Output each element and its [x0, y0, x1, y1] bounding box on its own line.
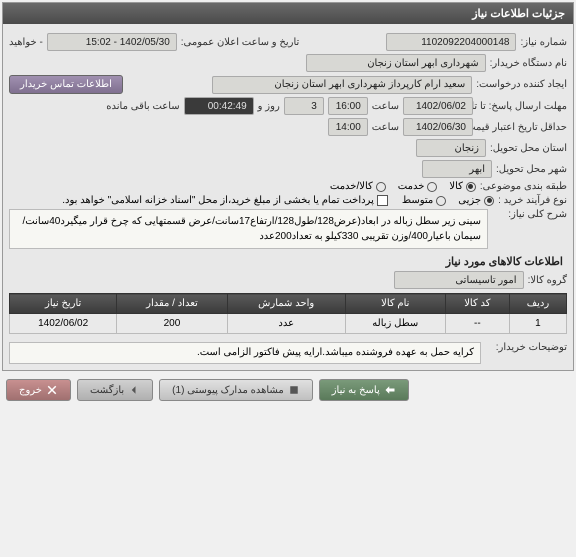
col-date: تاریخ نیاز: [10, 294, 117, 314]
table-row[interactable]: 1 -- سطل زباله عدد 200 1402/06/02: [10, 314, 567, 334]
requester-label: ایجاد کننده درخواست:: [476, 79, 567, 90]
validity-label: حداقل تاریخ اعتبار قیمت: تا تاریخ:: [477, 122, 567, 133]
exit-icon: [46, 384, 58, 396]
general-title-box: سینی زیر سطل زباله در ابعاد(عرض128/طول12…: [9, 209, 488, 249]
exit-button-label: خروج: [19, 385, 42, 396]
purchase-type-label: نوع فرآیند خرید :: [498, 195, 567, 206]
row-deadline: مهلت ارسال پاسخ: تا تاریخ: 1402/06/02 سا…: [9, 97, 567, 115]
row-buyer-note: توضیحات خریدار: کرایه حمل به عهده فروشند…: [9, 342, 567, 364]
cell-code: --: [445, 314, 509, 334]
cell-unit: عدد: [227, 314, 345, 334]
reply-button[interactable]: پاسخ به نیاز: [319, 379, 409, 401]
datetime-label: تاریخ و ساعت اعلان عمومی:: [181, 37, 300, 48]
radio-goods-label: کالا: [449, 181, 463, 192]
days-field: 3: [284, 97, 324, 115]
checkbox-icon: [377, 195, 388, 206]
row-group: گروه کالا: امور تاسیساتی: [9, 271, 567, 289]
group-label: گروه کالا:: [528, 275, 567, 286]
reply-icon: [384, 384, 396, 396]
requester-field: سعید ارام کارپرداز شهرداری ابهر استان زن…: [212, 76, 472, 94]
reply-button-label: پاسخ به نیاز: [332, 385, 380, 396]
cell-name: سطل زباله: [345, 314, 445, 334]
radio-service-label: خدمت: [398, 181, 425, 192]
col-row: ردیف: [509, 294, 566, 314]
radio-dot-icon: [436, 196, 446, 206]
row-buyer: نام دستگاه خریدار: شهرداری ابهر استان زن…: [9, 54, 567, 72]
row-validity: حداقل تاریخ اعتبار قیمت: تا تاریخ: 1402/…: [9, 118, 567, 136]
radio-service[interactable]: خدمت: [398, 181, 438, 192]
validity-time-label: ساعت: [372, 122, 399, 133]
radio-dot-icon: [466, 182, 476, 192]
group-field: امور تاسیساتی: [394, 271, 524, 289]
need-number-label: شماره نیاز:: [520, 37, 567, 48]
city-label: شهر محل تحویل:: [496, 164, 567, 175]
deadline-time-label: ساعت: [372, 101, 399, 112]
radio-medium[interactable]: متوسط: [402, 195, 446, 206]
deadline-date-field: 1402/06/02: [403, 97, 473, 115]
buyer-note-box: کرایه حمل به عهده فروشنده میباشد.ارایه پ…: [9, 342, 481, 364]
contact-buyer-button[interactable]: اطلاعات تماس خریدار: [9, 75, 123, 94]
validity-date-field: 1402/06/30: [403, 118, 473, 136]
panel-title: جزئیات اطلاعات نیاز: [3, 3, 573, 24]
cell-date: 1402/06/02: [10, 314, 117, 334]
panel-body: شماره نیاز: 1102092204000148 تاریخ و ساع…: [3, 24, 573, 370]
city-field: ابهر: [422, 160, 492, 178]
row-category: طبقه بندی موضوعی: کالا خدمت کالا/خدمت: [9, 181, 567, 192]
category-radio-group: کالا خدمت کالا/خدمت: [330, 181, 476, 192]
row-city: شهر محل تحویل: ابهر: [9, 160, 567, 178]
items-section-title: اطلاعات کالاهای مورد نیاز: [13, 255, 563, 268]
need-number-field: 1102092204000148: [386, 33, 516, 51]
province-field: زنجان: [416, 139, 486, 157]
row-general-title: شرح کلی نیاز: سینی زیر سطل زباله در ابعا…: [9, 209, 567, 249]
cell-qty: 200: [117, 314, 227, 334]
buyer-note-label: توضیحات خریدار:: [487, 342, 567, 353]
row-purchase-type: نوع فرآیند خرید : جزیی متوسط پرداخت تمام…: [9, 195, 567, 206]
datetime-field: 1402/05/30 - 15:02: [47, 33, 177, 51]
footer-buttons: پاسخ به نیاز مشاهده مدارک پیوستی (1) باز…: [0, 373, 576, 407]
back-button[interactable]: بازگشت: [77, 379, 153, 401]
cell-row: 1: [509, 314, 566, 334]
radio-dot-icon: [427, 182, 437, 192]
radio-medium-label: متوسط: [402, 195, 433, 206]
radio-goods[interactable]: کالا: [449, 181, 476, 192]
col-unit: واحد شمارش: [227, 294, 345, 314]
general-title-label: شرح کلی نیاز:: [492, 209, 567, 220]
main-panel: جزئیات اطلاعات نیاز شماره نیاز: 11020922…: [2, 2, 574, 371]
col-code: کد کالا: [445, 294, 509, 314]
exit-button[interactable]: خروج: [6, 379, 71, 401]
radio-dot-icon: [376, 182, 386, 192]
items-table: ردیف کد کالا نام کالا واحد شمارش تعداد /…: [9, 293, 567, 334]
back-icon: [128, 384, 140, 396]
purchase-type-radio-group: جزیی متوسط: [402, 195, 494, 206]
payment-note-label: پرداخت تمام یا بخشی از مبلغ خرید،از محل …: [62, 195, 374, 206]
attachments-button[interactable]: مشاهده مدارک پیوستی (1): [159, 379, 313, 401]
buyer-label: نام دستگاه خریدار:: [490, 58, 567, 69]
validity-time-field: 14:00: [328, 118, 368, 136]
remain-label: ساعت باقی مانده: [106, 101, 179, 112]
table-header-row: ردیف کد کالا نام کالا واحد شمارش تعداد /…: [10, 294, 567, 314]
days-label: روز و: [258, 101, 280, 112]
deadline-label: مهلت ارسال پاسخ: تا تاریخ:: [477, 101, 567, 112]
payment-check[interactable]: پرداخت تمام یا بخشی از مبلغ خرید،از محل …: [62, 195, 388, 206]
row-province: استان محل تحویل: زنجان: [9, 139, 567, 157]
buyer-field: شهرداری ابهر استان زنجان: [306, 54, 486, 72]
deadline-time-field: 16:00: [328, 97, 368, 115]
countdown-field: 00:42:49: [184, 97, 254, 115]
attachments-button-label: مشاهده مدارک پیوستی (1): [172, 385, 284, 396]
radio-partial-label: جزیی: [458, 195, 481, 206]
col-name: نام کالا: [345, 294, 445, 314]
row-need-number: شماره نیاز: 1102092204000148 تاریخ و ساع…: [9, 33, 567, 51]
col-qty: تعداد / مقدار: [117, 294, 227, 314]
row-requester: ایجاد کننده درخواست: سعید ارام کارپرداز …: [9, 75, 567, 94]
radio-dot-icon: [484, 196, 494, 206]
radio-goods-service-label: کالا/خدمت: [330, 181, 373, 192]
radio-partial[interactable]: جزیی: [458, 195, 494, 206]
category-label: طبقه بندی موضوعی:: [480, 181, 567, 192]
back-button-label: بازگشت: [90, 385, 124, 396]
radio-goods-service[interactable]: کالا/خدمت: [330, 181, 386, 192]
state-suffix: - خواهید: [9, 37, 43, 48]
province-label: استان محل تحویل:: [490, 143, 567, 154]
attachment-icon: [288, 384, 300, 396]
